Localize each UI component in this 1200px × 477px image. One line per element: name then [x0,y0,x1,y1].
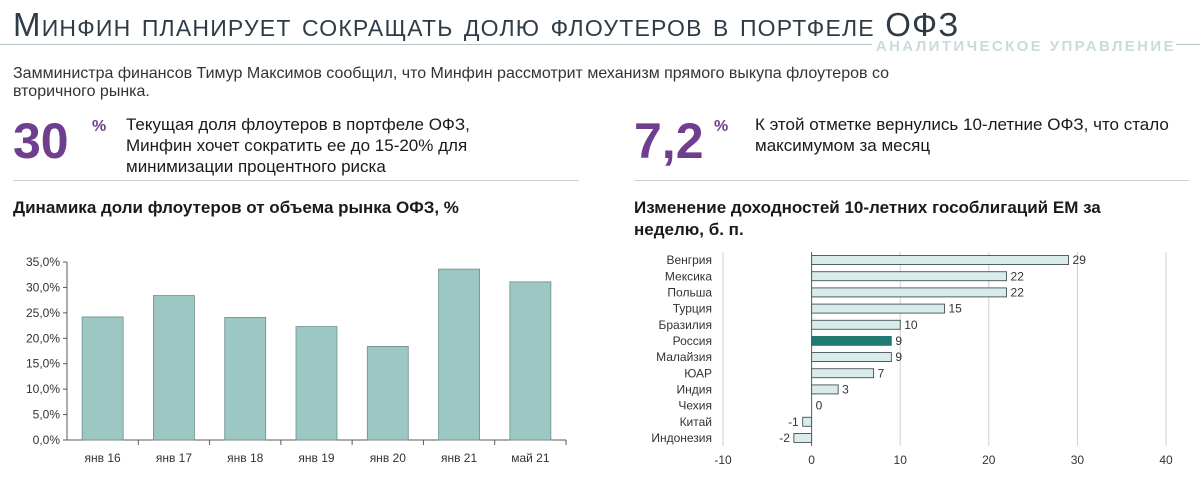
bar [811,255,1069,265]
left-separator [13,180,579,181]
bar [438,268,480,441]
category-label: Индонезия [651,431,712,445]
x-tick-label: янв 17 [156,451,193,465]
x-tick-label: 40 [1159,453,1173,467]
fact-2-unit: % [714,118,729,135]
fact-1-unit: % [92,118,107,135]
bar [153,295,195,441]
bar [366,346,409,441]
x-tick-label: янв 19 [298,451,335,465]
page-title: Минфин планирует сокращать долю флоутеро… [13,6,960,43]
y-tick-label: 15,0% [26,357,60,371]
value-label: 10 [904,318,918,332]
value-label: 7 [878,366,885,380]
x-tick-label: -10 [714,453,732,467]
value-label: 3 [842,382,849,396]
bar [811,384,839,395]
fact-2-text: К этой отметке вернулись 10-летние ОФЗ, … [755,115,1169,155]
category-label: Польша [667,285,712,299]
y-tick-label: 5,0% [33,408,61,422]
bar [224,317,267,441]
x-tick-label: май 21 [511,451,550,465]
x-tick-label: янв 16 [85,451,122,465]
value-label: 9 [895,350,902,364]
x-tick-label: янв 20 [370,451,407,465]
value-label: 15 [949,302,963,316]
fact-1-value: 30 [13,113,69,169]
x-tick-label: 10 [894,453,908,467]
bar [295,326,338,441]
bar [81,316,124,441]
bar [811,319,901,330]
value-label: 9 [895,334,902,348]
category-label: Россия [673,334,712,348]
fact-1-text: Текущая доля флоутеров в портфеле ОФЗ, М… [126,115,470,176]
y-tick-label: 10,0% [26,382,60,396]
category-label: Китай [680,415,712,429]
hbar-chart-title: Изменение доходностей 10-летних гособлиг… [634,198,1101,239]
title-underline [0,44,1200,45]
category-label: Венгрия [666,253,712,267]
bar [811,303,945,314]
value-label: 22 [1011,285,1025,299]
x-tick-label: 30 [1071,453,1085,467]
brand-label: АНАЛИТИЧЕСКОЕ УПРАВЛЕНИЕ [871,38,1176,55]
x-tick-label: янв 18 [227,451,264,465]
bar-chart: 0,0% 5,0% 10,0% 15,0% 20,0% 25,0% 30,0% 35,0% ян… [26,255,567,465]
bar [811,287,1007,298]
value-label: 0 [816,399,823,413]
category-label: Индия [677,382,712,396]
x-tick-label: 20 [982,453,996,467]
category-label: Бразилия [659,318,713,332]
bar [793,433,813,443]
bar-highlight [811,336,892,346]
category-label: Чехия [678,399,712,413]
x-tick-label: янв 21 [441,451,478,465]
y-tick-label: 30,0% [26,280,60,294]
category-label: Малайзия [656,350,712,364]
value-label: -2 [779,431,790,445]
value-label: 22 [1011,269,1025,283]
y-tick-label: 0,0% [33,433,61,447]
y-tick-label: 35,0% [26,255,60,269]
value-label: 29 [1073,253,1087,267]
right-separator [634,180,1189,181]
category-label: ЮАР [684,366,712,380]
fact-2-value: 7,2 [634,113,704,169]
value-label: -1 [788,415,799,429]
bar-chart-title: Динамика доли флоутеров от объема рынка … [13,198,459,217]
bar [811,368,875,379]
category-label: Мексика [665,269,712,283]
y-tick-label: 25,0% [26,306,60,320]
y-tick-label: 20,0% [26,331,60,345]
bar [802,416,813,427]
bar [509,281,552,441]
bar [811,271,1007,282]
category-label: Турция [673,302,712,316]
lead-paragraph: Замминистра финансов Тимур Максимов сооб… [13,65,890,100]
x-tick-label: 0 [808,453,815,467]
bar [811,352,892,362]
